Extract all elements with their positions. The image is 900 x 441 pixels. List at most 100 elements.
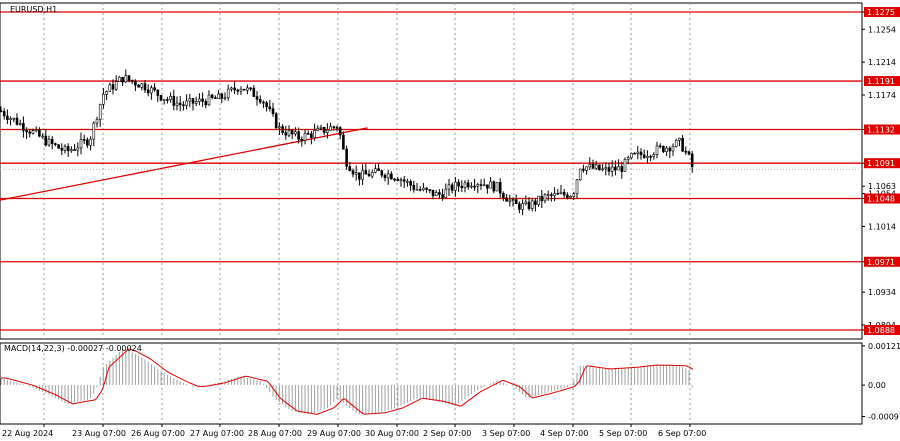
candle-body [2,111,6,117]
x-tick-label: 22 Aug 2024 [2,429,53,438]
candle-body [169,96,172,100]
x-tick-label: 6 Sep 07:00 [658,429,706,438]
candle-body [319,126,323,129]
candle-body [495,182,499,192]
candle-body [406,180,409,183]
level-tag-label: 1.0888 [867,326,895,335]
candle-body [31,130,35,134]
candle-body [54,143,57,146]
candle-body [306,133,310,135]
candle-body [383,174,387,179]
candle-body [210,94,214,98]
x-tick-label: 5 Sep 07:00 [599,429,647,438]
candle-body [652,154,656,157]
candle-body [390,173,393,180]
candle-body [610,166,614,172]
candle-body [626,157,630,160]
candle-body [454,181,457,191]
candle-body [322,126,326,133]
candle-body [274,113,278,129]
candle-body [223,97,227,100]
candle-body [428,189,432,191]
candle-body [530,200,534,209]
candle-body [159,95,163,101]
candle-body [415,188,419,191]
price-chart-title: EURUSD,H1 [10,5,57,14]
candle-body [316,128,320,131]
candle-body [201,98,204,102]
candle-body [290,130,294,135]
macd-tick-label: 0.00 [868,381,886,390]
candle-body [588,163,592,168]
candle-body [86,139,89,146]
candle-body [463,182,467,189]
candle-body [527,201,531,209]
candle-body [140,83,144,88]
candle-body [508,199,512,202]
candle-body [441,194,444,198]
candle-body [118,76,121,82]
candle-body [450,184,454,191]
macd-signal-line [1,348,694,415]
candle-body [124,75,128,83]
level-tag [864,256,900,267]
candle-body [367,173,371,177]
candle-body [649,155,652,158]
candle-body [412,185,416,190]
candle-body [658,145,662,148]
candle-body [102,93,105,105]
candle-body [66,146,70,152]
candle-body [92,122,96,140]
candle-body [594,164,598,169]
candle-body [540,195,544,202]
price-tick-label: 1.1214 [868,58,896,67]
candle-body [242,88,246,91]
candle-body [198,98,201,102]
candle-body [15,117,19,125]
candle-body [38,129,41,137]
candle-body [338,127,342,136]
candle-body [630,152,633,159]
macd-title: MACD(14,22,3) -0.00027 -0.00024 [4,344,142,353]
candle-body [57,144,60,149]
price-tick-label: 1.1014 [868,222,896,231]
candle-body [646,155,649,158]
candle-body [265,102,268,108]
candle-body [470,185,473,188]
x-tick-label: 28 Aug 07:00 [248,429,302,438]
candle-body [175,102,179,106]
candle-body [482,184,486,187]
macd-tick-label: 0.00121 [868,342,900,351]
candle-body [546,194,550,196]
candle-body [329,126,332,131]
candle-body [479,184,483,186]
candle-body [178,102,182,106]
candle-body [326,130,329,133]
candle-body [287,130,291,136]
candle-body [332,126,336,129]
candle-body [505,197,508,202]
candle-body [294,131,297,135]
candle-body [364,170,368,175]
level-tag [864,124,900,135]
candle-body [239,88,243,92]
level-tag [864,193,900,204]
candle-body [457,181,460,187]
candle-body [111,84,115,90]
candle-body [633,152,636,155]
level-tag-label: 1.0971 [867,258,895,267]
candle-body [278,126,281,129]
candle-body [281,126,284,133]
level-tag [864,76,900,87]
candle-body [335,126,339,129]
macd-pane: 0.00121 0.00 -0.00097 [0,342,900,425]
candle-body [95,119,99,124]
candle-body [556,193,560,195]
candle-body [460,185,464,189]
candle-body [553,193,556,196]
candle-body [50,138,54,144]
candle-body [300,139,304,141]
candle-body [230,87,233,90]
price-tick-label: 1.0934 [868,288,896,297]
